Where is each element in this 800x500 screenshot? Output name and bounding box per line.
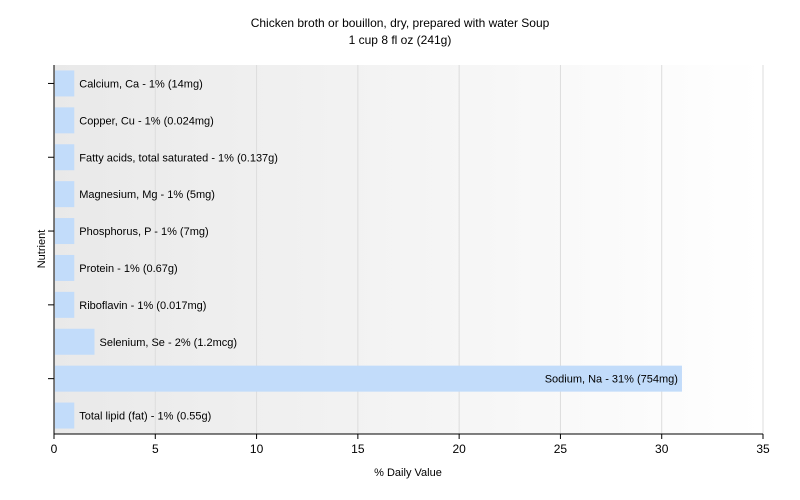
bar-label: Calcium, Ca - 1% (14mg) bbox=[79, 78, 202, 90]
bar bbox=[55, 181, 75, 208]
bar bbox=[55, 365, 682, 392]
bar bbox=[55, 328, 95, 355]
bar-label: Fatty acids, total saturated - 1% (0.137… bbox=[79, 152, 278, 164]
x-tick-label: 15 bbox=[351, 442, 365, 456]
bar-label: Protein - 1% (0.67g) bbox=[79, 263, 177, 275]
bar bbox=[55, 107, 75, 134]
x-tick-label: 10 bbox=[250, 442, 264, 456]
x-tick-label: 30 bbox=[655, 442, 669, 456]
x-tick-label: 0 bbox=[51, 442, 58, 456]
x-tick-label: 25 bbox=[554, 442, 568, 456]
bar-label: Selenium, Se - 2% (1.2mcg) bbox=[100, 337, 238, 349]
bar-label: Riboflavin - 1% (0.017mg) bbox=[79, 300, 206, 312]
bar-label: Sodium, Na - 31% (754mg) bbox=[545, 374, 678, 386]
chart-subtitle: 1 cup 8 fl oz (241g) bbox=[348, 33, 452, 47]
bar-label: Copper, Cu - 1% (0.024mg) bbox=[79, 115, 214, 127]
bar-label: Magnesium, Mg - 1% (5mg) bbox=[79, 189, 215, 201]
x-tick-label: 20 bbox=[452, 442, 466, 456]
y-axis-title: Nutrient bbox=[36, 230, 48, 269]
bar bbox=[55, 291, 75, 318]
x-tick-label: 5 bbox=[152, 442, 159, 456]
bar-label: Phosphorus, P - 1% (7mg) bbox=[79, 226, 208, 238]
bar bbox=[55, 70, 75, 97]
x-tick-label: 35 bbox=[756, 442, 770, 456]
chart-title: Chicken broth or bouillon, dry, prepared… bbox=[250, 16, 550, 30]
x-axis-title: % Daily Value bbox=[374, 467, 442, 479]
bar bbox=[55, 144, 75, 171]
bar bbox=[55, 254, 75, 281]
bar bbox=[55, 218, 75, 245]
bar bbox=[55, 402, 75, 429]
bar-label: Total lipid (fat) - 1% (0.55g) bbox=[79, 411, 211, 423]
